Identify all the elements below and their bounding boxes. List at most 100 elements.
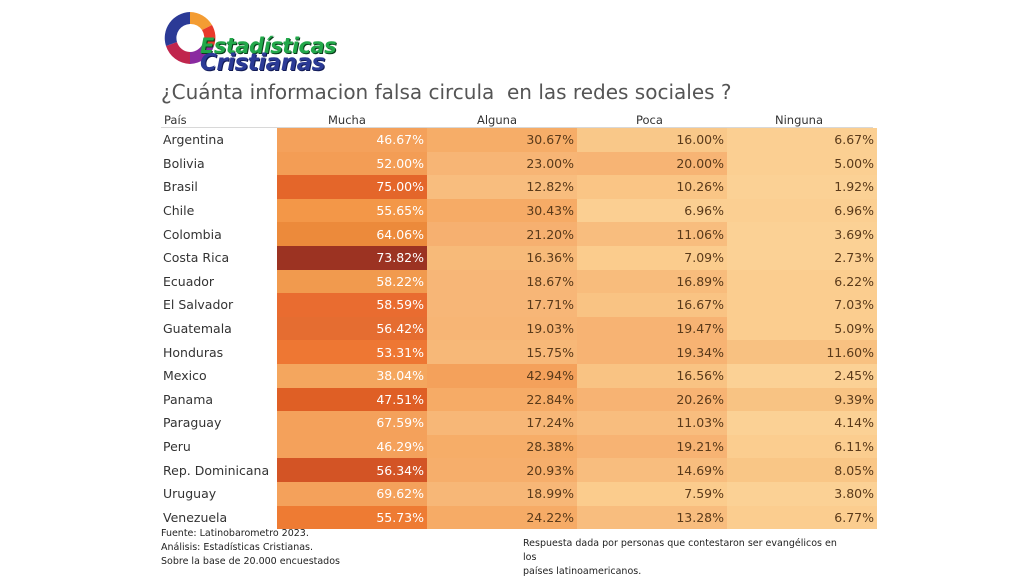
header-divider — [161, 127, 873, 128]
table-row: Rep. Dominicana 56.34% 20.93% 14.69% 8.05% — [160, 458, 877, 482]
table-row: Ecuador 58.22% 18.67% 16.89% 6.22% — [160, 269, 877, 294]
cell-poca: 10.26% — [577, 175, 727, 199]
cell-alguna: 18.99% — [427, 481, 577, 506]
footer-sample-line: Sobre la base de 20.000 encuestados — [161, 556, 340, 567]
table-row: Guatemala 56.42% 19.03% 19.47% 5.09% — [160, 316, 877, 341]
footer-note: Respuesta dada por personas que contesta… — [523, 537, 853, 579]
table-row: Panama 47.51% 22.84% 20.26% 9.39% — [160, 387, 877, 412]
cell-ninguna: 5.00% — [727, 151, 877, 176]
table-row: Peru 46.29% 28.38% 19.21% 6.11% — [160, 434, 877, 459]
cell-ninguna: 1.92% — [727, 175, 877, 199]
country-label: Peru — [160, 434, 277, 459]
cell-mucha: 38.04% — [277, 363, 427, 388]
header-mucha: Mucha — [328, 113, 366, 127]
cell-mucha: 46.29% — [277, 434, 427, 459]
heatmap-table: Argentina 46.67% 30.67% 16.00% 6.67% Bolivia 5… — [160, 128, 877, 530]
header-poca: Poca — [636, 113, 663, 127]
column-headers: País Mucha Alguna Poca Ninguna — [161, 113, 873, 128]
table-row: Argentina 46.67% 30.67% 16.00% 6.67% — [160, 128, 877, 152]
cell-ninguna: 6.22% — [727, 269, 877, 294]
country-label: Costa Rica — [160, 245, 277, 270]
cell-mucha: 46.67% — [277, 128, 427, 152]
chart-title: ¿Cuánta informacion falsa circula en las… — [161, 80, 732, 104]
cell-ninguna: 8.05% — [727, 458, 877, 482]
cell-mucha: 75.00% — [277, 175, 427, 199]
cell-mucha: 67.59% — [277, 411, 427, 435]
table-row: Bolivia 52.00% 23.00% 20.00% 5.00% — [160, 151, 877, 176]
cell-poca: 16.56% — [577, 363, 727, 388]
country-label: Uruguay — [160, 481, 277, 506]
table-row: El Salvador 58.59% 17.71% 16.67% 7.03% — [160, 293, 877, 317]
table-row: Mexico 38.04% 42.94% 16.56% 2.45% — [160, 363, 877, 388]
cell-mucha: 52.00% — [277, 151, 427, 176]
cell-alguna: 16.36% — [427, 245, 577, 270]
cell-mucha: 73.82% — [277, 245, 427, 270]
footer-analysis-line: Análisis: Estadísticas Cristianas. — [161, 542, 313, 553]
table-row: Paraguay 67.59% 17.24% 11.03% 4.14% — [160, 411, 877, 435]
cell-poca: 16.89% — [577, 269, 727, 294]
cell-poca: 7.59% — [577, 481, 727, 506]
logo-text-line1: Estadísticas — [200, 34, 337, 58]
cell-ninguna: 2.45% — [727, 363, 877, 388]
cell-alguna: 30.43% — [427, 198, 577, 223]
cell-mucha: 58.59% — [277, 293, 427, 317]
cell-poca: 16.67% — [577, 293, 727, 317]
country-label: El Salvador — [160, 293, 277, 317]
cell-alguna: 22.84% — [427, 387, 577, 412]
country-label: Mexico — [160, 363, 277, 388]
table-row: Venezuela 55.73% 24.22% 13.28% 6.77% — [160, 505, 877, 530]
table-row: Brasil 75.00% 12.82% 10.26% 1.92% — [160, 175, 877, 199]
cell-mucha: 58.22% — [277, 269, 427, 294]
cell-mucha: 55.73% — [277, 505, 427, 530]
cell-mucha: 64.06% — [277, 222, 427, 246]
footer-note-line: países latinoamericanos. — [523, 566, 642, 577]
country-label: Chile — [160, 198, 277, 223]
cell-alguna: 21.20% — [427, 222, 577, 246]
country-label: Panama — [160, 387, 277, 412]
cell-ninguna: 7.03% — [727, 293, 877, 317]
cell-ninguna: 11.60% — [727, 340, 877, 364]
cell-poca: 7.09% — [577, 245, 727, 270]
cell-ninguna: 5.09% — [727, 316, 877, 341]
cell-alguna: 18.67% — [427, 269, 577, 294]
country-label: Paraguay — [160, 411, 277, 435]
cell-alguna: 19.03% — [427, 316, 577, 341]
cell-mucha: 56.42% — [277, 316, 427, 341]
logo-text-line2: Cristianas — [200, 50, 325, 76]
table-row: Uruguay 69.62% 18.99% 7.59% 3.80% — [160, 481, 877, 506]
cell-alguna: 20.93% — [427, 458, 577, 482]
table-row: Chile 55.65% 30.43% 6.96% 6.96% — [160, 198, 877, 223]
cell-alguna: 17.24% — [427, 411, 577, 435]
cell-alguna: 24.22% — [427, 505, 577, 530]
cell-mucha: 47.51% — [277, 387, 427, 412]
cell-alguna: 23.00% — [427, 151, 577, 176]
cell-alguna: 17.71% — [427, 293, 577, 317]
cell-alguna: 30.67% — [427, 128, 577, 152]
cell-poca: 19.47% — [577, 316, 727, 341]
header-alguna: Alguna — [477, 113, 517, 127]
logo: Estadísticas Cristianas — [160, 8, 360, 76]
footer-source-line: Fuente: Latinobarometro 2023. — [161, 528, 309, 539]
cell-alguna: 15.75% — [427, 340, 577, 364]
header-ninguna: Ninguna — [775, 113, 824, 127]
cell-poca: 11.06% — [577, 222, 727, 246]
cell-ninguna: 9.39% — [727, 387, 877, 412]
cell-ninguna: 3.80% — [727, 481, 877, 506]
cell-poca: 16.00% — [577, 128, 727, 152]
footer-source: Fuente: Latinobarometro 2023. Análisis: … — [161, 527, 340, 569]
country-label: Colombia — [160, 222, 277, 246]
cell-alguna: 12.82% — [427, 175, 577, 199]
cell-ninguna: 6.96% — [727, 198, 877, 223]
cell-mucha: 69.62% — [277, 481, 427, 506]
cell-ninguna: 2.73% — [727, 245, 877, 270]
cell-alguna: 28.38% — [427, 434, 577, 459]
country-label: Guatemala — [160, 316, 277, 341]
cell-poca: 20.26% — [577, 387, 727, 412]
country-label: Venezuela — [160, 505, 277, 530]
cell-mucha: 53.31% — [277, 340, 427, 364]
cell-poca: 20.00% — [577, 151, 727, 176]
country-label: Brasil — [160, 175, 277, 199]
header-country: País — [164, 113, 187, 127]
cell-poca: 19.34% — [577, 340, 727, 364]
cell-poca: 19.21% — [577, 434, 727, 459]
